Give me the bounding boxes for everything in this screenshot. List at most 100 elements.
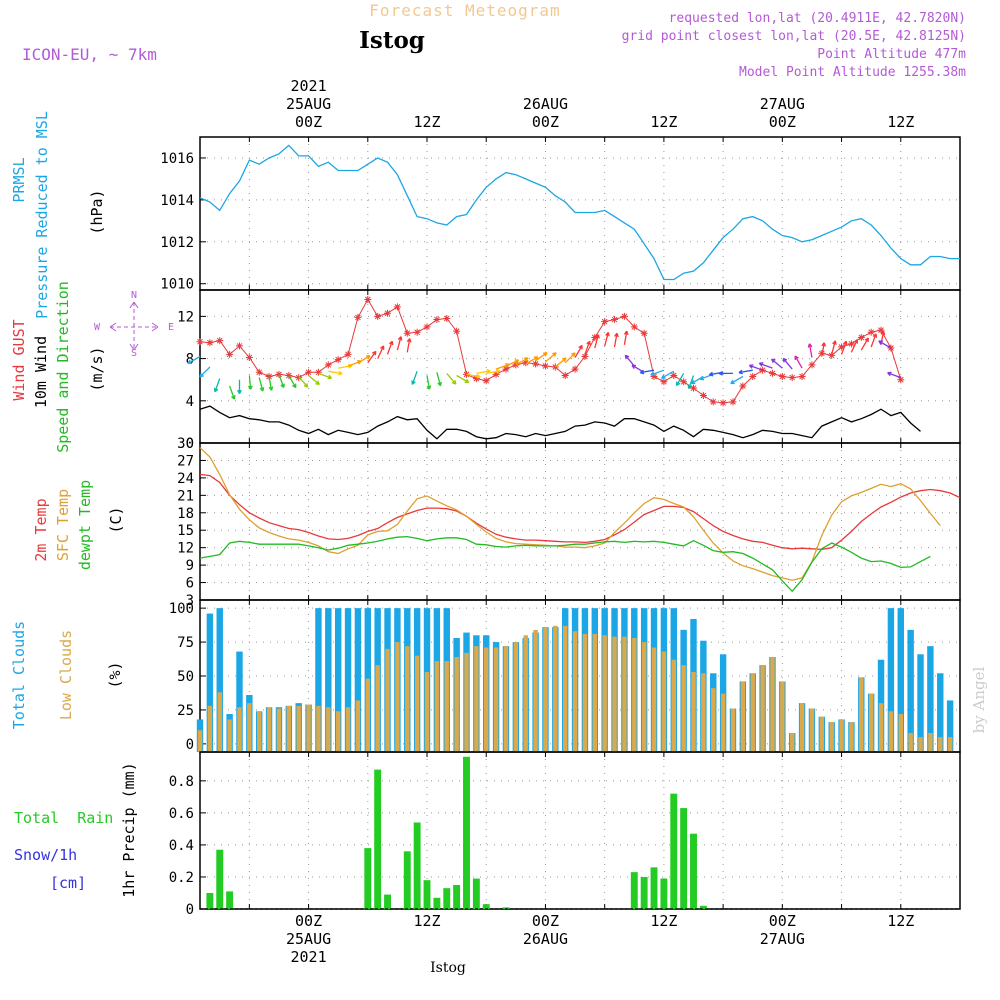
gust-marker — [364, 295, 372, 303]
temp-label-2m: 2m Temp — [32, 498, 50, 561]
grid-point-coords: grid point closest lon,lat (20.5E, 42.81… — [622, 29, 966, 44]
gust-marker — [423, 323, 431, 331]
wind-arrow — [831, 340, 837, 355]
low-cloud-bar — [553, 625, 558, 752]
low-cloud-bar — [434, 661, 440, 752]
rain-bar — [453, 884, 461, 909]
wind-arrow — [574, 344, 583, 358]
gust-marker — [226, 350, 234, 358]
watermark: by Angel — [970, 666, 988, 733]
total-cloud-bar — [887, 608, 895, 752]
wind-arrow — [821, 342, 827, 357]
time-label-bottom-4-0: 00Z — [769, 912, 796, 930]
low-cloud-bar — [523, 635, 528, 752]
gust-marker — [897, 376, 905, 384]
low-cloud-bar — [770, 657, 775, 752]
rain-bar — [690, 833, 697, 909]
time-label-bottom-3-0: 12Z — [650, 912, 677, 930]
pressure-labels: PRMSL Pressure Reduced to MSL (hPa) — [10, 111, 106, 319]
low-cloud-bar — [316, 705, 321, 752]
gust-marker — [798, 373, 806, 381]
low-cloud-bar — [335, 711, 341, 752]
pressure-panel: 1010 1012 1014 1016 — [160, 136, 961, 293]
gust-marker — [235, 342, 243, 350]
cloud-label-total: Total Clouds — [10, 621, 28, 729]
wind-arrow — [318, 372, 333, 380]
wind-arrow — [187, 355, 201, 365]
wind-arrow — [661, 370, 675, 379]
low-cloud-bar — [355, 700, 361, 752]
y-tick-label: 1014 — [160, 193, 194, 209]
gust-marker — [778, 373, 786, 381]
wind-arrow — [584, 340, 591, 355]
low-cloud-bar — [711, 688, 716, 752]
time-label-bottom-4-1: 27AUG — [760, 930, 805, 948]
low-cloud-bar — [207, 705, 213, 752]
gust-marker — [601, 318, 609, 326]
low-cloud-bar — [641, 642, 647, 752]
low-cloud-bar — [533, 629, 538, 752]
total-cloud-bar — [206, 613, 214, 752]
low-cloud-bar — [375, 665, 380, 752]
low-cloud-bar — [247, 703, 252, 752]
low-cloud-bar — [661, 651, 667, 752]
low-cloud-bar — [938, 737, 943, 752]
y-tick-label: 0.6 — [169, 806, 194, 822]
gust-marker — [719, 399, 727, 407]
gust-marker — [541, 362, 549, 370]
precip-panel: 0 0.2 0.4 0.6 0.8 — [169, 751, 961, 918]
rain-bar — [226, 891, 234, 909]
wind-arrow — [486, 369, 501, 375]
low-cloud-bar — [809, 708, 815, 752]
total-cloud-bar — [354, 608, 362, 752]
gust-marker — [413, 328, 421, 336]
wind-arrow — [782, 357, 793, 370]
wind-arrow — [564, 352, 576, 364]
wind-arrow — [604, 331, 610, 347]
location-title: Istog — [359, 27, 425, 54]
wind-arrow — [406, 338, 412, 353]
low-cloud-bar — [503, 646, 509, 752]
y-tick-label: 1012 — [160, 235, 194, 251]
time-label-bottom-0-1: 25AUG — [286, 930, 331, 948]
rain-bar — [482, 904, 490, 909]
wind-arrow — [386, 340, 394, 355]
cloud-label-low: Low Clouds — [57, 630, 75, 720]
total-cloud-bar — [325, 608, 332, 752]
gust-marker — [887, 344, 895, 352]
low-cloud-bar — [789, 733, 795, 752]
low-cloud-bar — [493, 647, 499, 752]
pressure-label-2: Pressure Reduced to MSL — [33, 111, 51, 319]
pressure-line — [199, 144, 960, 281]
time-label-top-2-1: 00Z — [532, 113, 559, 131]
total-cloud-bar — [344, 608, 352, 752]
rain-bar — [640, 876, 648, 909]
model-altitude: Model Point Altitude 1255.38m — [739, 65, 966, 80]
cloud-unit: (%) — [106, 661, 124, 688]
wind-arrow — [328, 370, 343, 376]
rain-bar — [384, 894, 391, 909]
low-cloud-bar — [296, 705, 301, 752]
gust-marker — [245, 354, 253, 362]
wind-arrow — [771, 358, 783, 369]
time-label-top-3-0: 12Z — [650, 113, 677, 131]
precip-labels: Total Rain Snow/1h [cm] 1hr Precip (mm) — [14, 762, 138, 897]
rain-bar — [374, 769, 382, 909]
time-label-bottom-2-0: 00Z — [532, 912, 559, 930]
low-cloud-bar — [947, 737, 953, 752]
low-cloud-bar — [424, 671, 430, 752]
gust-marker — [206, 339, 214, 347]
y-tick-label: 4 — [186, 394, 194, 410]
rain-bar — [660, 878, 668, 909]
time-label-top-0-2: 00Z — [295, 113, 322, 131]
y-tick-label: 9 — [186, 558, 194, 574]
pressure-unit: (hPa) — [88, 189, 106, 234]
y-tick-label: 100 — [169, 601, 194, 617]
rain-bar — [670, 793, 678, 909]
gust-marker — [690, 384, 698, 392]
low-cloud-bar — [671, 659, 676, 752]
wind-arrow — [288, 375, 297, 389]
rain-bar — [443, 888, 451, 909]
rain-bar — [650, 867, 658, 909]
